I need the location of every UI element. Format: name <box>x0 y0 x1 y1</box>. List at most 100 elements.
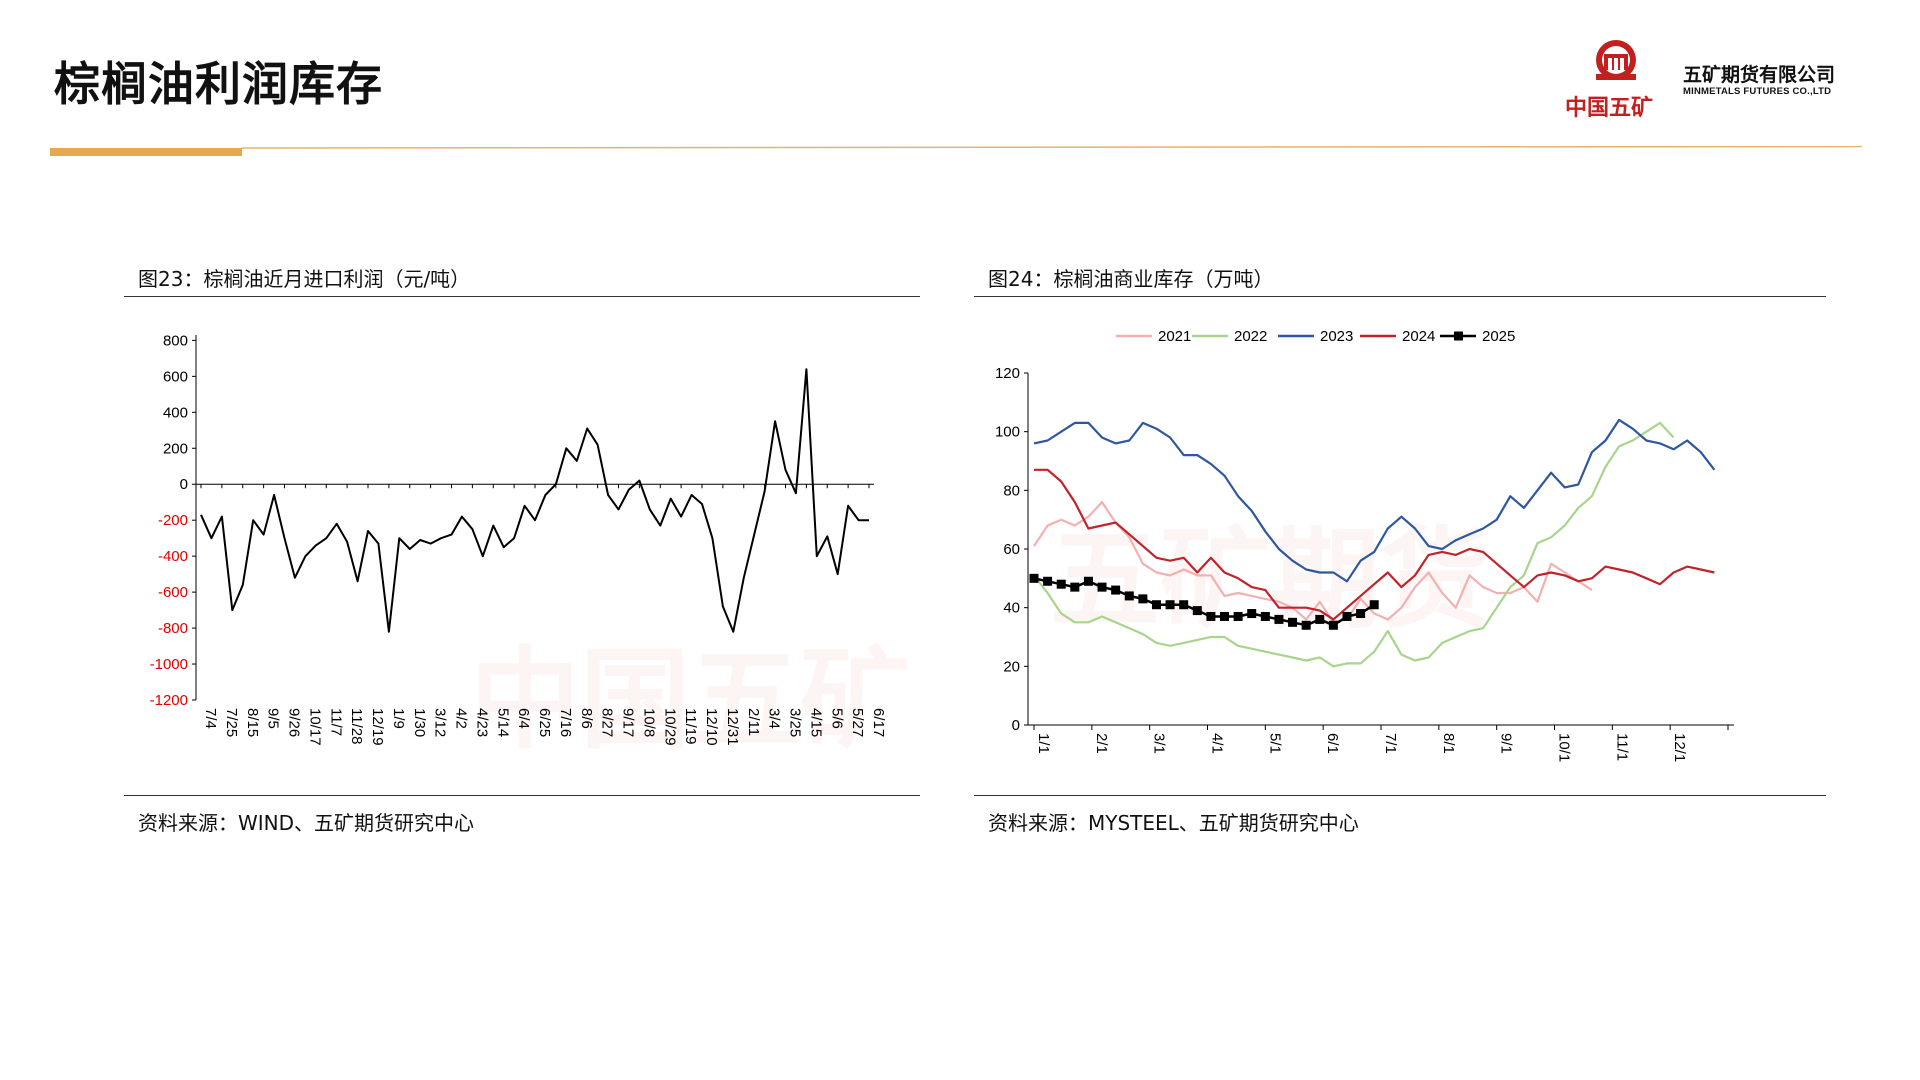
series-marker-2025 <box>1070 582 1080 592</box>
series-marker-2025 <box>1124 591 1134 601</box>
y-tick-label: 0 <box>1012 717 1020 734</box>
x-tick-label: 9/26 <box>286 708 303 737</box>
series-line-2023 <box>1033 418 1716 583</box>
y-tick-label: -600 <box>158 584 188 601</box>
company-name: 五矿期货有限公司 <box>1683 64 1836 86</box>
y-tick-label: 200 <box>163 440 188 457</box>
x-tick-label: 11/28 <box>348 708 365 744</box>
y-tick-label: -400 <box>158 548 188 565</box>
series-marker-2025 <box>1233 611 1243 621</box>
y-tick-label: 60 <box>1003 541 1020 558</box>
series-marker-2025 <box>1138 594 1148 604</box>
legend-label-2021: 2021 <box>1158 328 1191 345</box>
x-tick-label: 10/17 <box>306 708 323 746</box>
x-tick-label: 5/14 <box>494 708 511 737</box>
x-tick-label: 8/15 <box>244 708 261 737</box>
chart-23-source: 资料来源：WIND、五矿期货研究中心 <box>138 811 475 835</box>
y-tick-label: 20 <box>1003 658 1020 675</box>
x-tick-label: 5/1 <box>1266 733 1283 754</box>
x-tick-label: 1/9 <box>390 708 407 729</box>
legend-label-2025: 2025 <box>1482 328 1515 345</box>
series-marker-2025 <box>1097 582 1107 592</box>
x-tick-label: 7/4 <box>202 708 219 729</box>
chart-23-plot: 800 600 400 200 0 -200 -400 -600 -800 -1000 -1200 7… <box>150 332 887 746</box>
x-tick-label: 7/25 <box>223 708 240 737</box>
x-tick-label: 11/1 <box>1613 733 1630 761</box>
x-tick-label: 3/1 <box>1151 733 1168 754</box>
series-marker-2025 <box>1056 579 1066 589</box>
x-tick-label: 1/30 <box>411 708 428 737</box>
y-tick-label: -800 <box>158 620 188 637</box>
y-tick-label: -1000 <box>150 656 188 673</box>
x-tick-label: 3/25 <box>787 708 804 737</box>
chart-23-bottom-rule <box>124 795 920 796</box>
y-tick-label: 120 <box>995 365 1020 382</box>
y-tick-label: 0 <box>180 476 188 493</box>
legend-label-2024: 2024 <box>1402 328 1435 345</box>
x-tick-label: 12/1 <box>1671 733 1688 762</box>
x-tick-label: 10/1 <box>1556 733 1573 762</box>
x-tick-label: 11/19 <box>682 708 699 744</box>
legend-marker-2025 <box>1454 331 1463 341</box>
chart-23-top-rule <box>124 296 920 297</box>
legend-label-2022: 2022 <box>1234 328 1267 345</box>
series-marker-2025 <box>1083 576 1093 586</box>
chart-24-top-rule <box>974 296 1826 297</box>
series-marker-2025 <box>1206 611 1216 621</box>
series-marker-2025 <box>1043 576 1053 586</box>
series-marker-2025 <box>1029 573 1039 583</box>
x-tick-label: 6/4 <box>515 708 532 729</box>
series-marker-2025 <box>1315 614 1325 624</box>
series-marker-2025 <box>1356 609 1366 619</box>
header-divider <box>50 146 1862 156</box>
x-tick-label: 8/1 <box>1440 733 1457 754</box>
series-marker-2025 <box>1247 609 1257 619</box>
series-marker-2025 <box>1192 606 1202 616</box>
series-marker-2025 <box>1288 617 1298 627</box>
x-tick-label: 5/27 <box>849 708 866 737</box>
x-tick-label: 11/7 <box>327 708 344 736</box>
y-tick-label: -200 <box>158 512 188 529</box>
series-marker-2025 <box>1220 611 1230 621</box>
x-tick-label: 1/1 <box>1035 733 1052 754</box>
minmetals-emblem-icon <box>1596 40 1636 80</box>
profit-series-line <box>200 368 869 633</box>
chart-24-source: 资料来源：MYSTEEL、五矿期货研究中心 <box>988 811 1359 835</box>
x-tick-label: 10/8 <box>640 708 657 737</box>
chart-23-title: 图23：棕榈油近月进口利润（元/吨） <box>138 267 471 291</box>
x-tick-label: 6/17 <box>870 708 887 737</box>
x-tick-label: 7/1 <box>1382 733 1399 754</box>
x-tick-label: 5/6 <box>828 708 845 729</box>
legend-label-2023: 2023 <box>1320 328 1353 345</box>
x-tick-label: 8/6 <box>578 708 595 729</box>
y-tick-label: 600 <box>163 368 188 385</box>
series-marker-2025 <box>1328 620 1338 630</box>
x-tick-label: 8/27 <box>599 708 616 737</box>
chart-24-bottom-rule <box>974 795 1826 796</box>
series-marker-2025 <box>1151 600 1161 610</box>
x-tick-label: 4/2 <box>453 708 470 729</box>
y-tick-label: 80 <box>1003 482 1020 499</box>
x-tick-label: 2/1 <box>1093 733 1110 754</box>
header-divider-accent <box>50 148 242 156</box>
x-tick-label: 4/23 <box>473 708 490 737</box>
y-tick-label: 800 <box>163 332 188 349</box>
x-tick-label: 12/31 <box>724 708 741 746</box>
series-marker-2025 <box>1274 614 1284 624</box>
company-name-en: MINMETALS FUTURES CO.,LTD <box>1683 86 1832 97</box>
x-tick-label: 3/12 <box>432 708 449 737</box>
page-title: 棕榈油利润库存 <box>54 57 383 111</box>
x-tick-label: 2/11 <box>745 708 762 736</box>
x-tick-label: 12/10 <box>703 708 720 746</box>
x-tick-label: 12/19 <box>369 708 386 746</box>
series-marker-2025 <box>1301 620 1311 630</box>
chart-24-plot: 0 20 40 60 80 100 120 1/1 2/1 3/1 4/1 5/1 6/1 7/1 8/1 9… <box>995 328 1734 762</box>
y-tick-label: 400 <box>163 404 188 421</box>
series-marker-2025 <box>1179 600 1189 610</box>
x-tick-label: 9/5 <box>265 708 282 729</box>
series-line-2024 <box>1034 468 1715 621</box>
header-divider-line <box>241 146 1862 149</box>
x-tick-label: 9/17 <box>620 708 637 737</box>
series-line-2022 <box>1033 421 1675 668</box>
brand-logo: 中国五矿 五矿期货有限公司 MINMETALS FUTURES CO.,LTD <box>1560 38 1880 122</box>
